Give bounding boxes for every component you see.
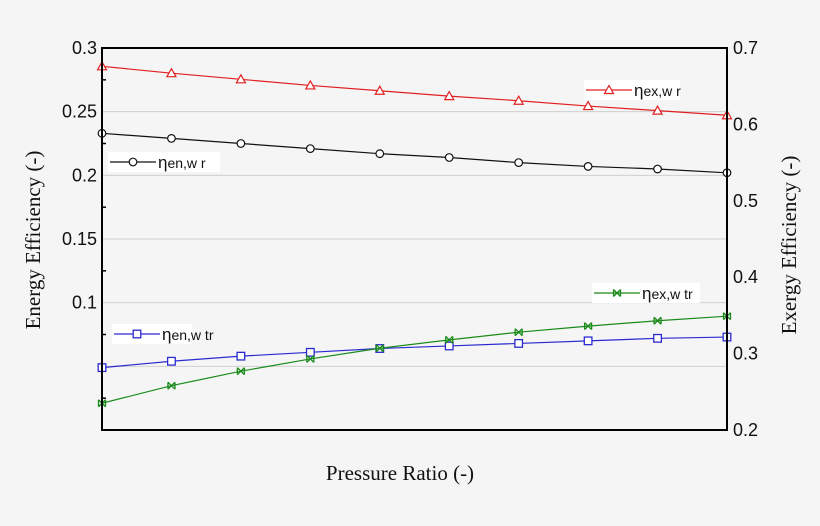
y-tick-label-left: 0.3	[72, 38, 97, 58]
y-tick-label-left: 0.2	[72, 165, 97, 185]
legend-eta: η	[634, 81, 643, 100]
legend-eta: η	[162, 325, 171, 344]
square-marker	[132, 329, 142, 339]
triangle-marker	[235, 73, 247, 84]
x-marker	[514, 328, 523, 337]
legend-item: ηen,w r	[108, 152, 220, 172]
circle-marker	[236, 139, 246, 148]
x-marker	[306, 354, 315, 363]
y-axis-title-left: Energy Efficiency (-)	[21, 151, 45, 330]
square-marker	[236, 351, 246, 361]
series-lines	[96, 60, 733, 408]
x-marker	[167, 381, 176, 390]
square-marker	[166, 356, 176, 366]
legend-item: ηen,w tr	[112, 324, 214, 344]
circle-marker	[653, 164, 662, 174]
y-axis-title-right: Exergy Efficiency (-)	[777, 156, 801, 335]
legend-background	[108, 152, 220, 172]
legend-subscript: ex,w r	[643, 83, 681, 99]
triangle-marker	[443, 90, 455, 101]
triangle-marker	[374, 85, 386, 95]
square-marker	[444, 341, 454, 351]
circle-marker	[375, 149, 385, 159]
plot-frame	[101, 47, 728, 431]
x-axis-title: Pressure Ratio (-)	[326, 461, 474, 485]
circle-marker	[514, 158, 524, 168]
legend-background	[592, 283, 700, 303]
triangle-marker	[582, 100, 594, 111]
series-line	[101, 132, 728, 174]
legend-item: ηex,w tr	[592, 283, 700, 303]
x-marker	[445, 335, 454, 344]
circle-marker	[444, 153, 454, 162]
triangle-marker	[304, 79, 316, 90]
circle-marker	[128, 157, 138, 167]
triangle-marker	[652, 104, 664, 115]
legend-label: ηen,w r	[158, 153, 206, 172]
square-marker	[514, 338, 524, 348]
x-marker	[236, 367, 246, 376]
y-tick-label-right: 0.5	[733, 191, 758, 211]
circle-marker	[167, 134, 176, 143]
series-line	[101, 315, 728, 404]
x-marker	[583, 322, 593, 331]
series-ηex,wr	[96, 60, 733, 120]
legend-label: ηex,w r	[634, 81, 681, 100]
legend-eta: η	[642, 284, 651, 303]
y-tick-label-right: 0.6	[733, 114, 758, 134]
circle-marker	[305, 144, 315, 153]
series-line	[101, 65, 728, 116]
square-marker	[653, 333, 663, 343]
y-tick-label-right: 0.2	[733, 420, 758, 440]
legend-subscript: en,w tr	[171, 327, 213, 343]
y-tick-label-left: 0.15	[62, 229, 97, 249]
axis-ticks: 0.1 0.15 0.2 0.25 0.3 0.2 0.3 0.4 0.5 0.6 0.7	[62, 38, 758, 440]
y-tick-label-right: 0.7	[733, 38, 758, 58]
triangle-marker	[165, 67, 177, 78]
y-tick-label-left: 0.1	[72, 293, 97, 313]
legend-label: ηen,w tr	[162, 325, 214, 344]
series-ηen,wr	[97, 128, 732, 178]
square-marker	[305, 347, 315, 357]
legend-label: ηex,w tr	[642, 284, 693, 303]
legend-subscript: ex,w tr	[651, 286, 693, 302]
series-line	[101, 336, 728, 369]
square-marker	[583, 336, 593, 346]
y-tick-label-right: 0.4	[733, 267, 758, 287]
x-marker	[612, 289, 622, 297]
legend-eta: η	[158, 153, 167, 172]
circle-marker	[583, 162, 593, 171]
x-marker	[653, 316, 662, 325]
y-tick-label-left: 0.25	[62, 102, 97, 122]
y-tick-label-right: 0.3	[733, 344, 758, 364]
triangle-marker	[603, 84, 615, 95]
triangle-marker	[513, 94, 525, 105]
x-marker	[375, 344, 384, 353]
legend-subscript: en,w r	[167, 155, 205, 171]
legend-item: ηex,w r	[584, 80, 681, 100]
